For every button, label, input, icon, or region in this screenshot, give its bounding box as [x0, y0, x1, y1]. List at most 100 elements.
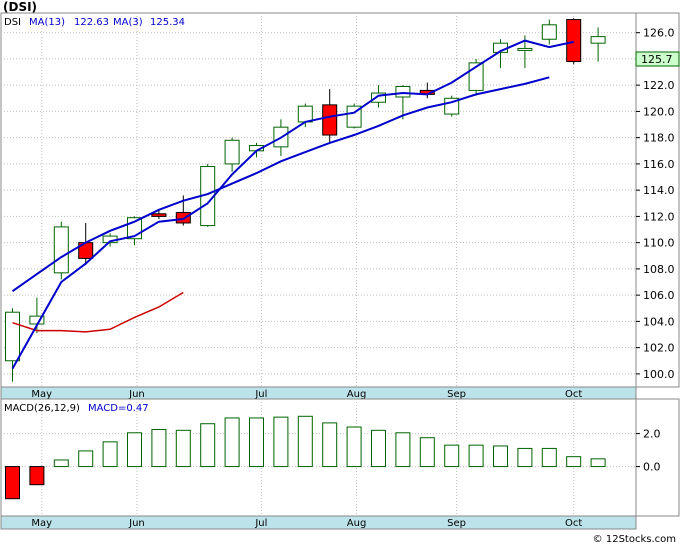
macd-legend-label: MACD(26,12,9) [4, 403, 80, 414]
price-axis-area [635, 12, 680, 388]
month-label: Jun [128, 389, 145, 400]
price-tick-label: 108.0 [643, 263, 675, 276]
macd-legend: MACD(26,12,9) MACD=0.47 [4, 403, 149, 414]
macd-bar-positive [297, 415, 313, 468]
macd-bar-positive [175, 429, 191, 468]
ma13-line [11, 76, 550, 293]
price-tick-label: 122.0 [643, 79, 675, 92]
macd-bar-positive [566, 456, 582, 468]
candle-body-down [151, 213, 167, 217]
candle-body-down [566, 19, 582, 63]
month-label: May [31, 389, 52, 400]
legend-ma3-value: 125.34 [150, 17, 185, 28]
macd-bar-positive [224, 417, 240, 468]
candle [151, 209, 167, 220]
month-label: Aug [347, 389, 367, 400]
candle-body-up [541, 24, 557, 40]
candle [53, 221, 69, 280]
macd-month-band [0, 515, 637, 530]
macd-month-labels: May Jun Jul Aug Sep Oct [31, 518, 582, 529]
candle-body-up [517, 47, 533, 51]
candle [444, 95, 460, 117]
month-gridlines [41, 13, 575, 387]
candle [566, 18, 582, 65]
macd-bar-positive [541, 447, 557, 468]
price-tick-label: 114.0 [643, 184, 675, 197]
candle [78, 222, 94, 265]
month-label: Sep [447, 389, 466, 400]
price-tick-label: 110.0 [643, 237, 675, 250]
legend-ma3-label: MA(3) [113, 17, 143, 28]
month-label: Oct [565, 389, 582, 400]
month-label: Jul [254, 518, 267, 529]
legend-ma13-label: MA(13) [29, 17, 65, 28]
macd-bar-positive [273, 416, 289, 468]
price-tick-label: 100.0 [643, 368, 675, 381]
price-month-labels: May Jun Jul Aug Sep Oct [31, 389, 582, 400]
macd-bars [5, 415, 606, 500]
candle-body-down [175, 211, 191, 224]
candle-body-up [53, 226, 69, 274]
candle-body-up [224, 139, 240, 165]
price-panel [0, 12, 637, 388]
macd-bar-negative [5, 466, 20, 500]
month-label: Jun [128, 518, 145, 529]
price-tick-label: 120.0 [643, 105, 675, 118]
macd-bar-positive [346, 426, 362, 468]
legend-symbol: DSI [4, 17, 21, 28]
macd-bar-positive [395, 432, 411, 468]
legend-ma13-value: 122.63 [74, 17, 109, 28]
macd-bar-positive [102, 441, 118, 468]
macd-bar-positive [419, 437, 435, 468]
macd-bar-positive [493, 445, 508, 468]
macd-tick-label: 0.0 [643, 461, 661, 474]
candlesticks [5, 18, 606, 382]
macd-bar-negative [29, 466, 45, 486]
macd-legend-value: MACD=0.47 [88, 403, 149, 414]
price-legend: DSI MA(13) 122.63 MA(3) 125.34 [4, 17, 185, 28]
macd-bar-positive [151, 428, 167, 468]
month-label: Aug [347, 518, 367, 529]
candle [224, 137, 240, 172]
month-label: Sep [447, 518, 466, 529]
month-label: Jul [254, 389, 267, 400]
ma3-line [11, 39, 574, 370]
price-tick-label: 102.0 [643, 342, 675, 355]
macd-y-tick-labels: 0.0 2.0 [636, 428, 661, 474]
candle-body-up [297, 105, 313, 123]
macd-bar-positive [444, 444, 460, 468]
price-tick-label: 104.0 [643, 315, 675, 328]
candle [395, 85, 411, 120]
macd-tick-label: 2.0 [643, 428, 661, 441]
candle [346, 103, 362, 129]
moving-average-lines [11, 39, 574, 370]
macd-bar-positive [371, 429, 386, 468]
price-tick-label: 126.0 [643, 27, 675, 40]
last-price-box [635, 51, 680, 67]
candle [541, 19, 557, 45]
month-label: May [31, 518, 52, 529]
candle [590, 27, 606, 62]
footer-credit: © 12Stocks.com [593, 534, 676, 545]
macd-axis-area [635, 398, 680, 517]
price-tick-label: 116.0 [643, 158, 675, 171]
candle-body-up [590, 36, 606, 44]
macd-bar-positive [517, 447, 533, 468]
chart-title: (DSI) [3, 0, 37, 14]
macd-bar-positive [53, 459, 69, 468]
last-price-label: 125.7 [641, 53, 673, 66]
price-month-band [0, 386, 637, 400]
candle-body-up [5, 311, 20, 362]
macd-bar-positive [249, 417, 264, 468]
macd-bar-positive [78, 450, 94, 468]
ma-red-early-line [12, 291, 184, 333]
macd-bar-positive [590, 458, 606, 468]
macd-bar-positive [200, 423, 216, 468]
price-tick-label: 112.0 [643, 210, 675, 223]
month-label: Oct [565, 518, 582, 529]
price-tick-label: 106.0 [643, 289, 675, 302]
macd-bar-positive [127, 432, 142, 468]
candle-body-up [395, 85, 411, 98]
candle-body-down [322, 104, 338, 136]
macd-bar-positive [322, 422, 338, 468]
